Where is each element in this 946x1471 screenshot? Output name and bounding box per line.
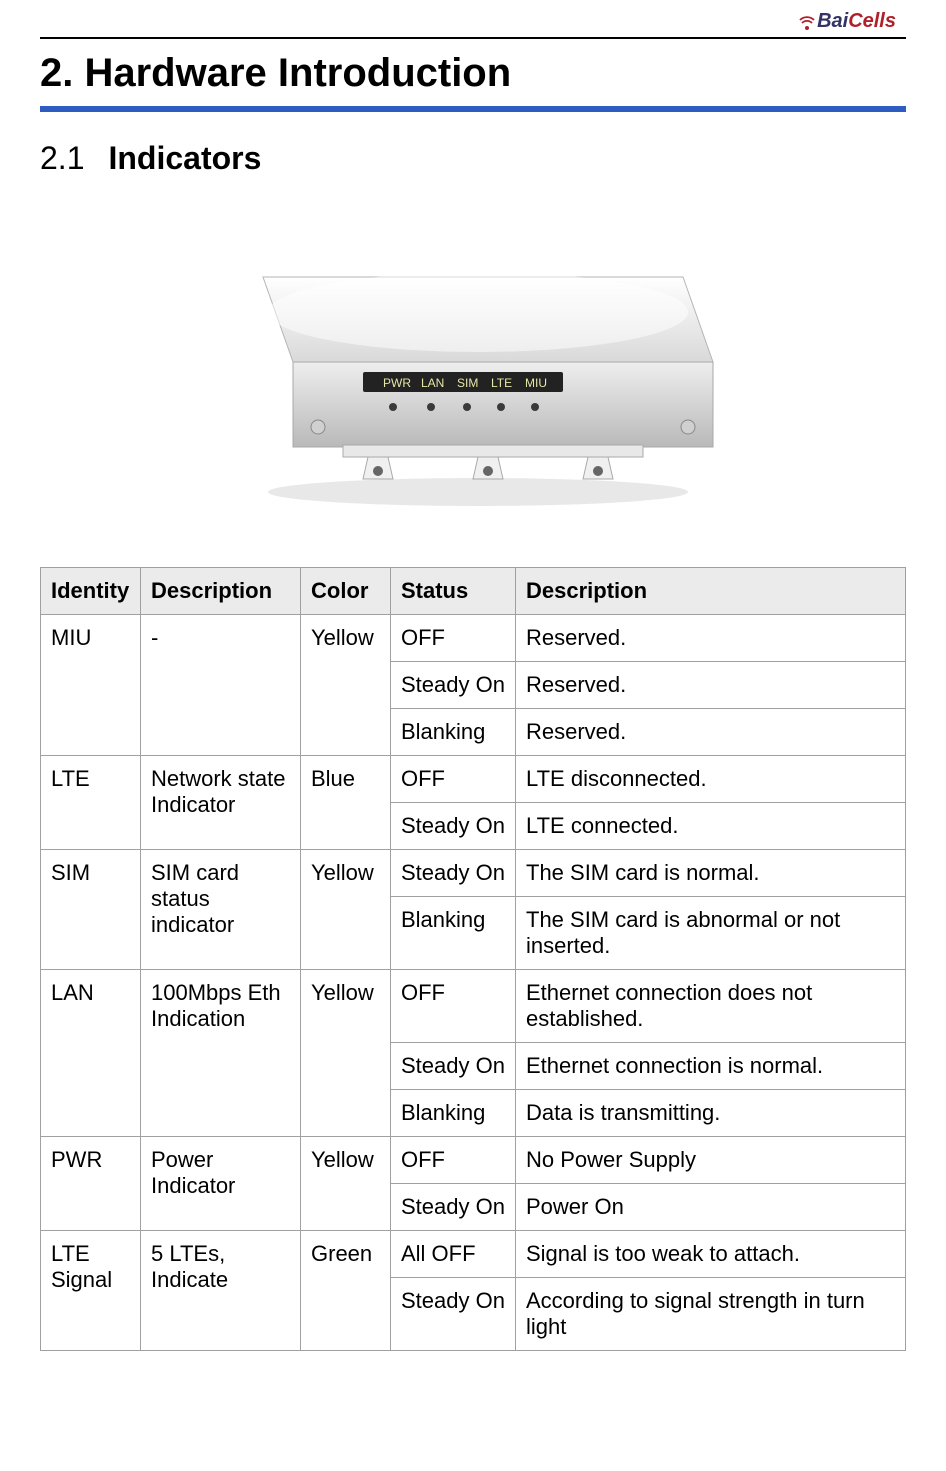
th-desc1: Description [141,568,301,615]
table-row: LTE Network state Indicator Blue OFF LTE… [41,756,906,803]
th-identity: Identity [41,568,141,615]
table-row: LTE Signal 5 LTEs, Indicate Green All OF… [41,1231,906,1278]
cell-status: Steady On [391,1184,516,1231]
brand-part2: Cells [848,10,896,32]
cell-identity: SIM [41,850,141,970]
cell-status: Blanking [391,897,516,970]
cell-desc2: No Power Supply [516,1137,906,1184]
cell-status: Steady On [391,662,516,709]
cell-status: Steady On [391,1043,516,1090]
cell-identity: MIU [41,615,141,756]
cell-status: Steady On [391,850,516,897]
device-label-sim: SIM [457,376,478,390]
table-row: LAN 100Mbps Eth Indication Yellow OFF Et… [41,970,906,1043]
cell-color: Yellow [301,1137,391,1231]
cell-status: Steady On [391,1278,516,1351]
cell-desc2: Reserved. [516,615,906,662]
cell-status: OFF [391,970,516,1043]
cell-desc2: Reserved. [516,709,906,756]
brand-logo-text: BaiCells [817,10,896,33]
brand-part1: Bai [817,10,848,32]
cell-desc2: According to signal strength in turn lig… [516,1278,906,1351]
table-row: PWR Power Indicator Yellow OFF No Power … [41,1137,906,1184]
cell-identity: PWR [41,1137,141,1231]
cell-color: Yellow [301,850,391,970]
th-color: Color [301,568,391,615]
cell-identity: LTE Signal [41,1231,141,1351]
table-row: SIM SIM card status indicator Yellow Ste… [41,850,906,897]
cell-identity: LTE [41,756,141,850]
th-status: Status [391,568,516,615]
device-illustration: PWR LAN SIM LTE MIU [193,217,753,517]
indicators-table: Identity Description Color Status Descri… [40,567,906,1351]
cell-desc2: Ethernet connection is normal. [516,1043,906,1090]
cell-color: Yellow [301,615,391,756]
cell-desc1: Network state Indicator [141,756,301,850]
heading-2-title: Indicators [108,140,261,177]
cell-desc1: Power Indicator [141,1137,301,1231]
cell-desc2: Signal is too weak to attach. [516,1231,906,1278]
cell-desc2: Data is transmitting. [516,1090,906,1137]
header-rule [40,37,906,39]
th-desc2: Description [516,568,906,615]
cell-status: All OFF [391,1231,516,1278]
device-label-lan: LAN [421,376,444,390]
cell-color: Green [301,1231,391,1351]
device-label-miu: MIU [525,376,547,390]
device-label-lte: LTE [491,376,512,390]
cell-desc1: 100Mbps Eth Indication [141,970,301,1137]
cell-identity: LAN [41,970,141,1137]
cell-desc2: Reserved. [516,662,906,709]
cell-status: Blanking [391,1090,516,1137]
cell-desc2: LTE connected. [516,803,906,850]
cell-desc2: The SIM card is abnormal or not inserted… [516,897,906,970]
cell-status: OFF [391,615,516,662]
cell-desc2: The SIM card is normal. [516,850,906,897]
heading-1: 2. Hardware Introduction [40,51,906,96]
cell-desc2: Power On [516,1184,906,1231]
cell-status: OFF [391,1137,516,1184]
cell-status: OFF [391,756,516,803]
cell-desc1: - [141,615,301,756]
heading-2-number: 2.1 [40,140,84,177]
blue-rule [40,106,906,112]
device-figure: PWR LAN SIM LTE MIU [40,217,906,517]
heading-2-row: 2.1 Indicators [40,140,906,177]
cell-desc2: LTE disconnected. [516,756,906,803]
antenna-icon [799,13,815,31]
cell-desc1: 5 LTEs, Indicate [141,1231,301,1351]
cell-status: Steady On [391,803,516,850]
cell-color: Yellow [301,970,391,1137]
table-row: MIU - Yellow OFF Reserved. [41,615,906,662]
table-header-row: Identity Description Color Status Descri… [41,568,906,615]
cell-status: Blanking [391,709,516,756]
brand-logo: BaiCells [799,10,896,33]
page-root: BaiCells 2. Hardware Introduction 2.1 In… [0,0,946,1351]
cell-desc1: SIM card status indicator [141,850,301,970]
cell-color: Blue [301,756,391,850]
logo-row: BaiCells [40,0,906,37]
cell-desc2: Ethernet connection does not established… [516,970,906,1043]
device-label-pwr: PWR [383,376,411,390]
